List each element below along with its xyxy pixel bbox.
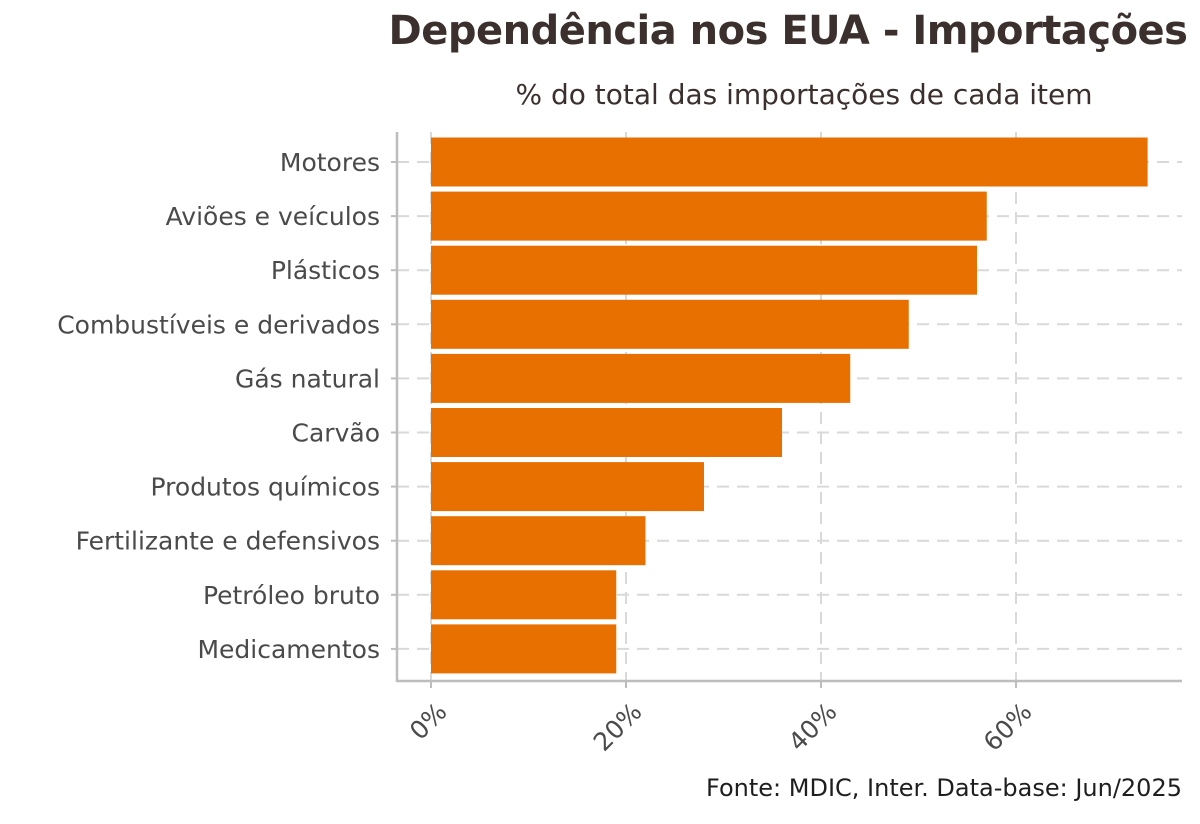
x-tick-label: 20% [588, 697, 648, 757]
category-label: Produtos químicos [151, 473, 380, 502]
bar [431, 245, 977, 295]
x-tick-label: 40% [783, 697, 843, 757]
category-label: Combustíveis e derivados [57, 310, 380, 339]
bar [431, 408, 782, 457]
bars [431, 137, 1148, 674]
bar [431, 516, 646, 566]
x-tick-label: 0% [404, 697, 453, 746]
category-label: Petróleo bruto [203, 581, 380, 610]
y-axis-labels: Motores Aviões e veículos Plásticos Combust… [57, 148, 397, 664]
bar [431, 570, 617, 620]
chart-title: Dependência nos EUA - Importações [388, 8, 1188, 54]
chart-caption: Fonte: MDIC, Inter. Data-base: Jun/2025 [706, 774, 1182, 802]
bar [431, 353, 851, 403]
category-label: Carvão [292, 419, 380, 448]
bar [431, 462, 704, 512]
category-label: Plásticos [271, 256, 380, 285]
category-label: Fertilizante e defensivos [76, 527, 380, 556]
category-label: Aviões e veículos [166, 202, 380, 231]
bar [431, 299, 909, 349]
bar [431, 624, 617, 674]
bar [431, 137, 1148, 187]
x-axis-labels: 0% 20% 40% 60% [404, 681, 1038, 757]
x-tick-label: 60% [978, 697, 1038, 757]
category-label: Gás natural [235, 364, 380, 393]
bar [431, 191, 987, 241]
category-label: Motores [280, 148, 380, 177]
category-label: Medicamentos [197, 635, 380, 664]
chart-subtitle: % do total das importações de cada item [515, 78, 1093, 111]
